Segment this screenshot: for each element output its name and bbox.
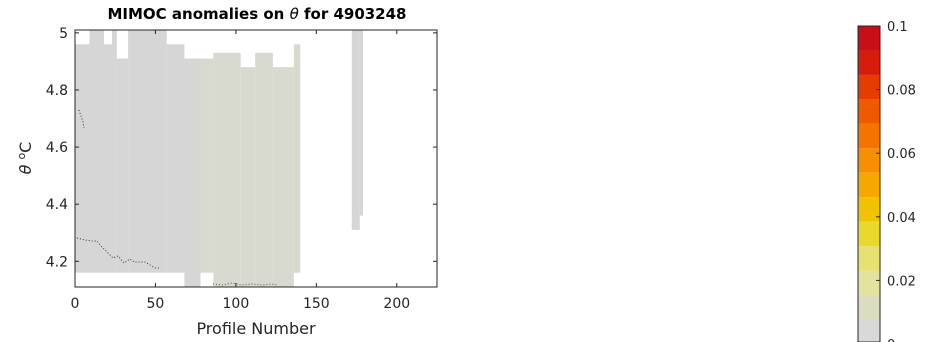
colorbar-band: [858, 99, 880, 124]
colorbar-band: [858, 74, 880, 100]
plot-area: 0 50 100 150 200 4.2 4.4 4.6 4.8 5: [46, 26, 438, 312]
x-tick-label: 200: [383, 296, 410, 312]
x-tick-label: 0: [71, 296, 80, 312]
colorbar-bands: [858, 26, 880, 342]
y-tick-label: 4.8: [46, 83, 68, 99]
x-tick-label: 150: [303, 296, 330, 312]
colorbar: 0 0.02 0.04 0.06 0.08 0.1: [857, 20, 916, 342]
chart-title: MIMOC anomalies on θ for 4903248: [107, 5, 406, 23]
heatmap-column-15: [359, 30, 363, 216]
y-tick-label: 4.2: [46, 254, 68, 270]
colorbar-band: [858, 148, 880, 173]
heatmap-column-4: [116, 58, 129, 273]
x-axis-ticks: 0 50 100 150 200: [71, 30, 410, 312]
y-axis-label: θoC: [15, 142, 35, 175]
heatmap-column-7: [184, 58, 201, 287]
heatmap-column-14: [351, 30, 360, 230]
colorbar-tick-label: 0.1: [887, 20, 908, 35]
colorbar-band: [858, 26, 880, 51]
y-axis-ticks: 4.2 4.4 4.6 4.8 5: [46, 26, 437, 270]
heatmap-column-0: [75, 44, 90, 273]
colorbar-tick-label: 0.06: [887, 147, 916, 162]
colorbar-band: [858, 270, 880, 296]
x-axis-label: Profile Number: [196, 319, 316, 338]
colorbar-band: [858, 172, 880, 198]
y-tick-label: 4.6: [46, 140, 68, 156]
heatmap-column-3: [112, 30, 117, 273]
heatmap-column-11: [255, 52, 273, 287]
colorbar-band: [858, 50, 880, 75]
colorbar-band: [858, 123, 880, 149]
y-tick-label: 4.4: [46, 197, 68, 213]
colorbar-ticks: 0 0.02 0.04 0.06 0.08 0.1: [876, 20, 916, 342]
heatmap-column-10: [240, 67, 256, 287]
colorbar-band: [858, 197, 880, 222]
colorbar-tick-label: 0.08: [887, 84, 916, 99]
dotted-contour-lines: [76, 109, 278, 286]
colorbar-band: [858, 221, 880, 247]
heatmap-cells: [75, 30, 363, 287]
y-tick-label: 5: [59, 26, 68, 42]
heatmap-column-6: [166, 44, 185, 273]
colorbar-tick-label: 0: [887, 338, 895, 342]
x-tick-label: 50: [147, 296, 165, 312]
heatmap-column-12: [272, 67, 294, 287]
colorbar-band: [858, 246, 880, 271]
heatmap-column-9: [213, 52, 241, 287]
colorbar-band: [858, 319, 880, 342]
x-tick-label: 100: [223, 296, 250, 312]
colorbar-band: [858, 295, 880, 320]
colorbar-tick-label: 0.04: [887, 211, 916, 226]
heatmap-column-2: [103, 44, 113, 273]
heatmap-column-8: [200, 58, 214, 273]
heatmap-column-1: [89, 30, 104, 273]
heatmap-column-5: [128, 30, 167, 273]
heatmap-column-13: [293, 44, 301, 273]
colorbar-tick-label: 0.02: [887, 274, 916, 289]
